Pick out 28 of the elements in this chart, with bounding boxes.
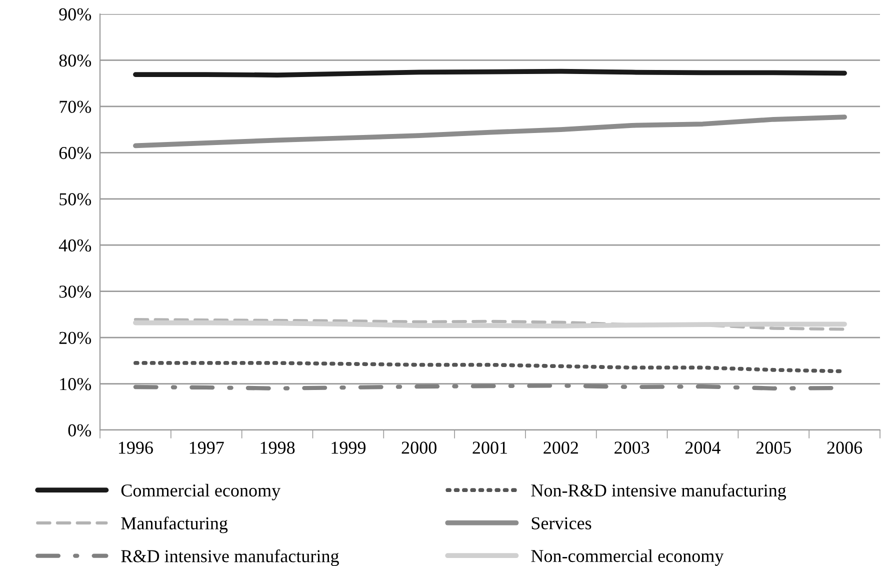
legend-label: Non-R&D intensive manufacturing bbox=[531, 484, 786, 500]
x-tick-label: 2003 bbox=[614, 442, 650, 454]
y-tick-label: 10% bbox=[60, 378, 92, 390]
x-tick-label: 1998 bbox=[260, 442, 295, 454]
y-tick-label: 20% bbox=[59, 332, 92, 344]
line-series bbox=[133, 114, 847, 148]
y-tick-label: 60% bbox=[59, 146, 92, 160]
y-tick-label: 80% bbox=[59, 54, 92, 67]
y-tick-label: 30% bbox=[59, 286, 92, 298]
legend-label: Manufacturing bbox=[121, 516, 228, 534]
x-tick-label: 1997 bbox=[190, 442, 224, 454]
x-tick-label: 2000 bbox=[402, 442, 436, 454]
legend-label: R&D intensive manufacturing bbox=[121, 549, 339, 566]
x-tick-label: 2004 bbox=[685, 442, 720, 454]
y-tick-label: 90% bbox=[59, 8, 92, 20]
x-tick-label: 2005 bbox=[756, 442, 791, 454]
y-tick-label: 0% bbox=[68, 424, 92, 436]
x-tick-label: 1996 bbox=[118, 442, 153, 454]
x-tick-label: 1999 bbox=[332, 442, 366, 454]
x-tick-label: 2006 bbox=[827, 442, 862, 454]
x-tick-label: 2002 bbox=[544, 442, 578, 454]
y-tick-label: 40% bbox=[58, 239, 92, 252]
legend-label: Services bbox=[532, 517, 592, 530]
y-tick-label: 70% bbox=[60, 100, 92, 113]
x-tick-label: 2001 bbox=[472, 442, 507, 454]
y-tick-label: 50% bbox=[60, 193, 92, 206]
legend-label: Non-commercial economy bbox=[531, 549, 724, 566]
legend-label: Commercial economy bbox=[121, 484, 281, 500]
